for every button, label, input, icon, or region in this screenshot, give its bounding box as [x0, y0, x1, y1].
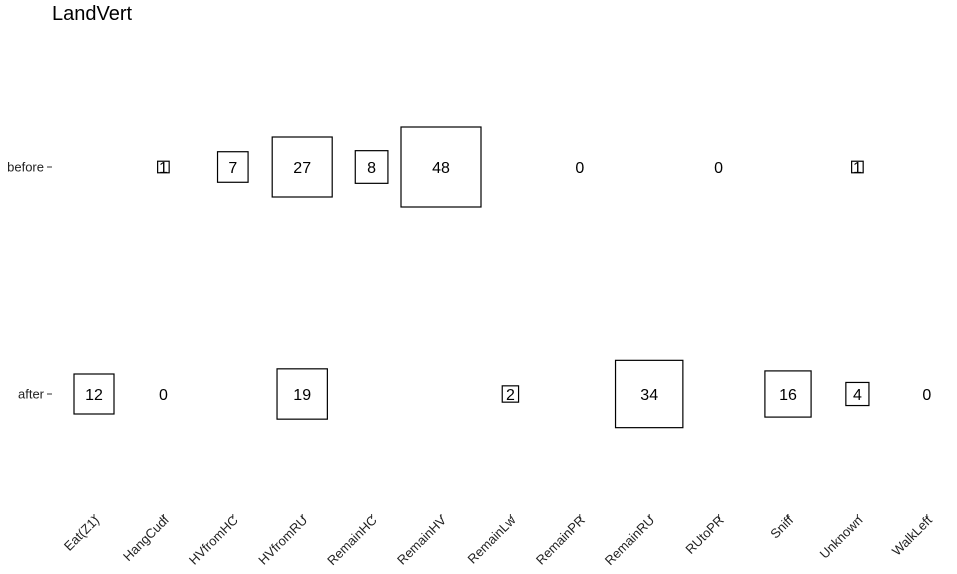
cell-box [614, 359, 684, 429]
x-tick-label: Sniff [767, 512, 796, 541]
x-axis: Eat(Z1) HangCudl HVfromHC HVfromRU RemainHC R… [61, 512, 935, 568]
x-tick-label: RemainHC [324, 513, 380, 569]
cell-label: 1 [853, 160, 862, 177]
cell-label: 12 [85, 387, 103, 404]
y-axis: before after [7, 160, 52, 402]
x-tick-label: RemainRU [602, 513, 658, 569]
cell-box [73, 373, 115, 415]
cell-label: 19 [293, 387, 311, 404]
cell-label: 2 [506, 387, 515, 404]
cell-box [501, 385, 520, 403]
x-tick-label: RemainPR [533, 513, 588, 568]
cell-box [271, 136, 333, 198]
cell-label: 4 [853, 387, 862, 404]
x-tick-label: Unknown [817, 513, 866, 562]
x-tick-label: RUtoPR [682, 513, 726, 557]
cell-label: 16 [779, 387, 797, 404]
cell-box [764, 370, 812, 418]
cell-label: 8 [367, 160, 376, 177]
cell-label: 34 [640, 387, 658, 404]
cell-box [216, 151, 249, 183]
cells: 1 7 27 8 48 0 0 1 12 0 19 2 34 16 4 0 [73, 126, 931, 429]
cell-label: 7 [228, 160, 237, 177]
x-tick-label: HVfromRU [255, 513, 310, 568]
x-tick-label: HVfromHC [186, 513, 241, 568]
cell-label: 48 [432, 160, 450, 177]
cell-box [851, 160, 864, 174]
cell-label: 1 [159, 160, 168, 177]
cell-label: 0 [159, 387, 168, 404]
cell-box [276, 368, 328, 420]
cell-box [400, 126, 482, 208]
x-tick-label: WalkLeft [889, 512, 935, 558]
cell-label: 27 [293, 160, 311, 177]
cell-label: 0 [575, 160, 584, 177]
chart-title: LandVert [52, 3, 133, 25]
cell-label: 0 [714, 160, 723, 177]
x-tick-label: RemainHV [394, 512, 449, 567]
x-tick-label: Eat(Z1) [61, 513, 102, 554]
cell-label: 0 [922, 387, 931, 404]
cell-box [354, 150, 389, 184]
cell-box [845, 381, 870, 407]
x-tick-label: HangCudl [120, 512, 172, 564]
cell-box [157, 160, 170, 174]
y-tick-label: before [7, 160, 44, 175]
y-tick-label: after [18, 387, 45, 402]
x-tick-label: RemainLw [464, 512, 518, 566]
